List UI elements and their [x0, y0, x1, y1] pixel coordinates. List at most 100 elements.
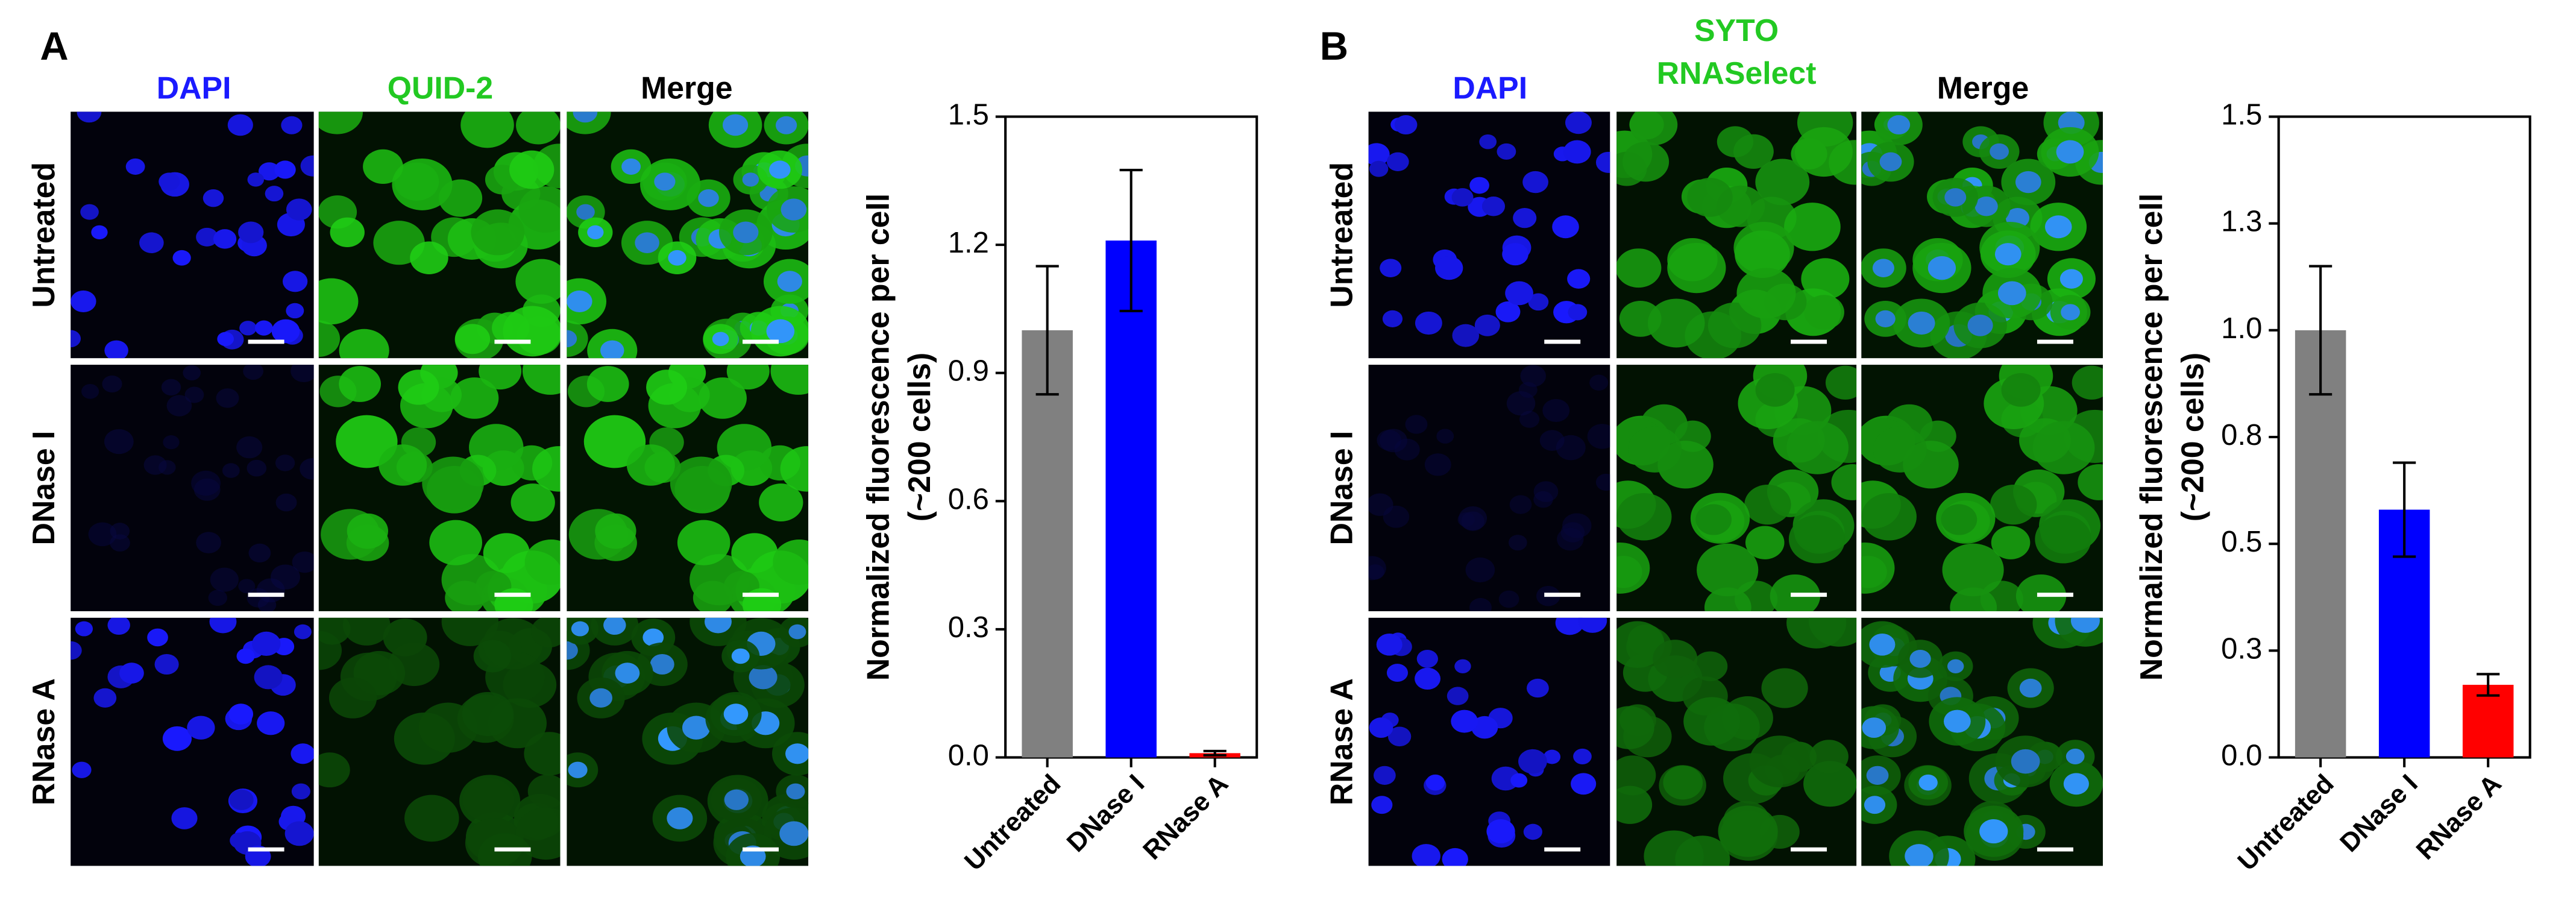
cell-nucleus	[667, 807, 693, 829]
cell-nucleus	[2070, 617, 2100, 633]
cell-nucleus	[71, 290, 96, 312]
cell-cytoplasm	[503, 306, 561, 357]
cell-nucleus	[1869, 634, 1896, 656]
cell-nucleus	[1394, 438, 1420, 461]
cell-cytoplasm	[1990, 484, 2037, 525]
cell-nucleus	[1872, 259, 1894, 277]
cell-cytoplasm	[318, 278, 359, 325]
cell-nucleus	[1495, 301, 1521, 322]
error-bar	[2477, 673, 2500, 697]
microscopy-image	[1861, 617, 2103, 866]
cell-nucleus	[1866, 766, 1889, 785]
cell-cytoplasm	[462, 691, 514, 737]
cell-cytoplasm	[1861, 493, 1917, 541]
cell-nucleus	[139, 232, 164, 253]
cell-cytoplasm	[1744, 484, 1791, 525]
cell-nucleus	[1425, 774, 1445, 791]
cell-nucleus	[731, 648, 750, 664]
cell-nucleus	[1887, 115, 1911, 135]
cell-nucleus	[2066, 748, 2085, 764]
cell-nucleus	[282, 271, 308, 292]
cell-cytoplasm	[510, 483, 555, 521]
y-tick-label: 0.5	[2221, 526, 2262, 558]
cell-cytoplasm	[1692, 651, 1728, 681]
cell-cytoplasm	[1630, 112, 1678, 145]
microscopy-image	[567, 112, 809, 359]
cell-nucleus	[191, 470, 221, 496]
cell-cytoplasm	[339, 329, 389, 359]
cell-nucleus	[271, 319, 300, 344]
error-bar	[1203, 749, 1227, 757]
cell-nucleus	[1571, 773, 1597, 795]
cell-cytoplasm	[477, 833, 532, 866]
cell-cytoplasm	[328, 677, 377, 719]
cell-nucleus	[203, 189, 224, 207]
cell-nucleus	[2063, 773, 2089, 795]
cell-nucleus	[1454, 659, 1471, 673]
cell-nucleus	[125, 158, 145, 175]
cell-cytoplasm	[527, 774, 561, 808]
cell-cytoplasm	[404, 794, 459, 842]
cell-cytoplasm	[1950, 587, 1997, 611]
cell-nucleus	[1862, 717, 1886, 738]
cells	[71, 617, 314, 866]
cell-cytoplasm	[1644, 830, 1704, 866]
cell-cytoplasm	[646, 370, 688, 405]
cell-cytoplasm	[1733, 134, 1774, 169]
cell-cytoplasm	[429, 520, 483, 565]
cell-nucleus	[217, 332, 234, 347]
cell-nucleus	[110, 523, 130, 540]
cell-nucleus	[723, 703, 749, 725]
cell-nucleus	[1589, 374, 1609, 391]
microscopy-image	[567, 617, 809, 866]
cell-nucleus	[213, 229, 237, 249]
cell-nucleus	[75, 621, 93, 637]
cell-cytoplasm	[1704, 587, 1751, 611]
cell-nucleus	[742, 172, 759, 187]
cell-nucleus	[766, 319, 795, 344]
x-tick-label: RNase A	[2411, 769, 2507, 866]
cell-cytoplasm	[1695, 504, 1732, 535]
error-bar	[2309, 265, 2333, 396]
cell-cytoplasm	[1825, 365, 1857, 400]
y-tick-label: 0.3	[948, 611, 989, 644]
cell-cytoplasm	[471, 209, 525, 256]
cell-nucleus	[1481, 197, 1506, 216]
cell-cytoplasm	[1861, 543, 1895, 594]
cell-cytoplasm	[1755, 373, 1795, 407]
cell-nucleus	[254, 665, 283, 690]
cell-nucleus	[1486, 819, 1515, 844]
cells	[318, 617, 561, 866]
cell-nucleus	[171, 807, 198, 829]
cell-nucleus	[785, 743, 809, 764]
cell-nucleus	[1567, 269, 1591, 289]
cell-nucleus	[1997, 281, 2026, 306]
cell-nucleus	[1382, 310, 1403, 328]
row-label: RNase A	[1324, 678, 1359, 805]
cell-cytoplasm	[2072, 365, 2103, 400]
cell-nucleus	[775, 116, 797, 134]
cell-cytoplasm	[1683, 697, 1741, 746]
cell-nucleus	[1974, 197, 1998, 216]
cell-nucleus	[248, 543, 271, 563]
cell-cytoplasm	[626, 444, 675, 486]
cell-cytoplasm	[1687, 177, 1733, 217]
cell-nucleus	[621, 158, 641, 175]
y-tick-label: 0.0	[948, 739, 989, 772]
microscopy-image	[1368, 365, 1610, 611]
cell-nucleus	[257, 711, 285, 735]
microscopy-image	[318, 365, 561, 611]
cell-nucleus	[1508, 535, 1527, 551]
cell-cytoplasm	[398, 370, 439, 405]
cell-nucleus	[1469, 598, 1492, 611]
cell-nucleus	[1452, 324, 1480, 347]
y-axis-label: (~200 cells)	[2175, 353, 2210, 522]
row-label: DNase I	[1324, 431, 1359, 546]
cell-cytoplasm	[438, 179, 483, 217]
column-header: Merge	[641, 71, 732, 105]
cell-nucleus	[258, 162, 280, 181]
cell-nucleus	[1944, 710, 1971, 733]
cell-nucleus	[300, 458, 314, 480]
cell-nucleus	[1520, 365, 1547, 387]
cell-nucleus	[291, 783, 310, 800]
